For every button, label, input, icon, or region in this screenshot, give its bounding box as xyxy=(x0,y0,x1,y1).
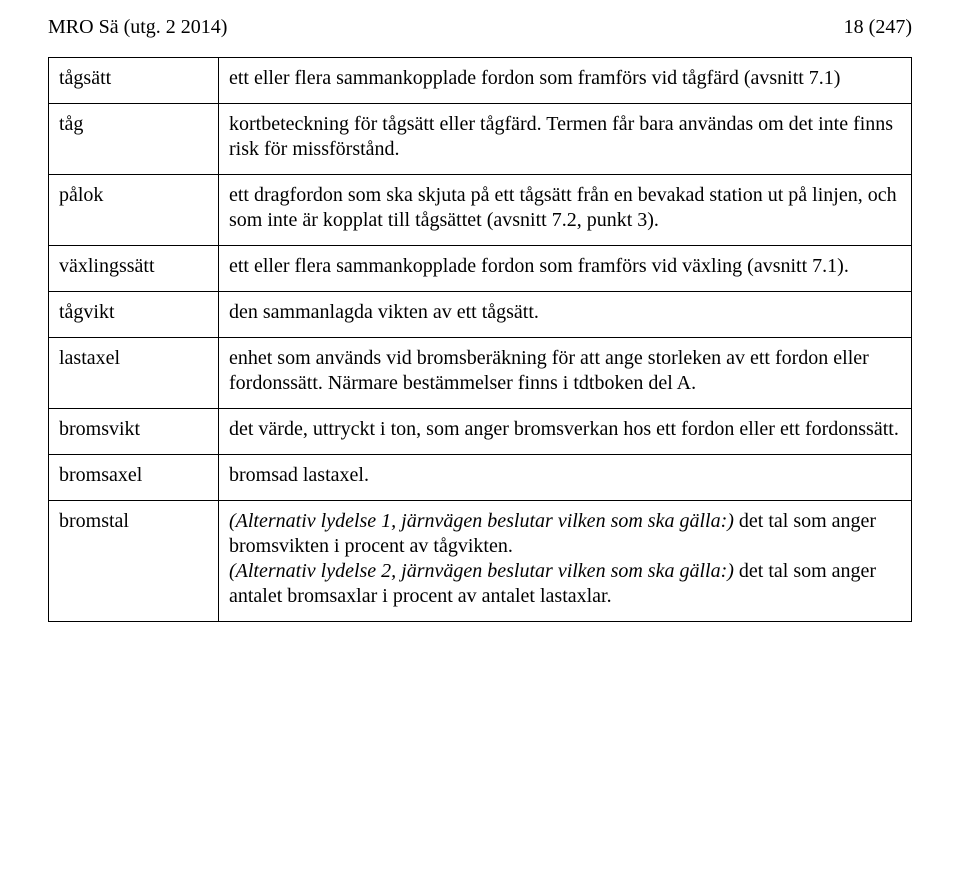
definitions-table: tågsätt ett eller flera sammankopplade f… xyxy=(48,57,912,622)
definition-cell: ett dragfordon som ska skjuta på ett tåg… xyxy=(219,175,912,246)
definition-text-italic: (Alternativ lydelse 1, järnvägen besluta… xyxy=(229,510,734,532)
term-cell: bromsvikt xyxy=(49,409,219,455)
term-cell: bromstal xyxy=(49,501,219,622)
term-cell: bromsaxel xyxy=(49,455,219,501)
term-cell: tågvikt xyxy=(49,292,219,338)
definition-cell: ett eller flera sammankopplade fordon so… xyxy=(219,246,912,292)
term-cell: växlingssätt xyxy=(49,246,219,292)
page-header: MRO Sä (utg. 2 2014) 18 (247) xyxy=(48,16,912,39)
definition-text: det värde, uttryckt i ton, som anger bro… xyxy=(229,418,899,440)
table-row: lastaxel enhet som används vid bromsberä… xyxy=(49,338,912,409)
table-row: pålok ett dragfordon som ska skjuta på e… xyxy=(49,175,912,246)
definition-text: kortbeteckning för tågsätt eller tågfärd… xyxy=(229,113,893,160)
definition-text-italic: (Alternativ lydelse 2, järnvägen besluta… xyxy=(229,560,734,582)
term-cell: lastaxel xyxy=(49,338,219,409)
header-right: 18 (247) xyxy=(844,16,912,39)
table-row: bromsvikt det värde, uttryckt i ton, som… xyxy=(49,409,912,455)
term-cell: tåg xyxy=(49,104,219,175)
table-row: tågsätt ett eller flera sammankopplade f… xyxy=(49,58,912,104)
definition-cell: kortbeteckning för tågsätt eller tågfärd… xyxy=(219,104,912,175)
definition-cell: ett eller flera sammankopplade fordon so… xyxy=(219,58,912,104)
definition-cell: den sammanlagda vikten av ett tågsätt. xyxy=(219,292,912,338)
definition-text: den sammanlagda vikten av ett tågsätt. xyxy=(229,301,539,323)
definition-cell: enhet som används vid bromsberäkning för… xyxy=(219,338,912,409)
table-row: växlingssätt ett eller flera sammankoppl… xyxy=(49,246,912,292)
term-cell: pålok xyxy=(49,175,219,246)
definition-text: ett eller flera sammankopplade fordon so… xyxy=(229,67,840,89)
definition-text: bromsad lastaxel. xyxy=(229,464,369,486)
term-cell: tågsätt xyxy=(49,58,219,104)
definition-cell: det värde, uttryckt i ton, som anger bro… xyxy=(219,409,912,455)
header-left: MRO Sä (utg. 2 2014) xyxy=(48,16,227,39)
definition-text: ett dragfordon som ska skjuta på ett tåg… xyxy=(229,184,897,231)
table-row: bromsaxel bromsad lastaxel. xyxy=(49,455,912,501)
definition-text: ett eller flera sammankopplade fordon so… xyxy=(229,255,849,277)
table-row: tåg kortbeteckning för tågsätt eller tåg… xyxy=(49,104,912,175)
definition-text: enhet som används vid bromsberäkning för… xyxy=(229,347,869,394)
table-row: tågvikt den sammanlagda vikten av ett tå… xyxy=(49,292,912,338)
definition-cell: (Alternativ lydelse 1, järnvägen besluta… xyxy=(219,501,912,622)
table-row: bromstal (Alternativ lydelse 1, järnväge… xyxy=(49,501,912,622)
page: MRO Sä (utg. 2 2014) 18 (247) tågsätt et… xyxy=(0,0,960,874)
definition-cell: bromsad lastaxel. xyxy=(219,455,912,501)
